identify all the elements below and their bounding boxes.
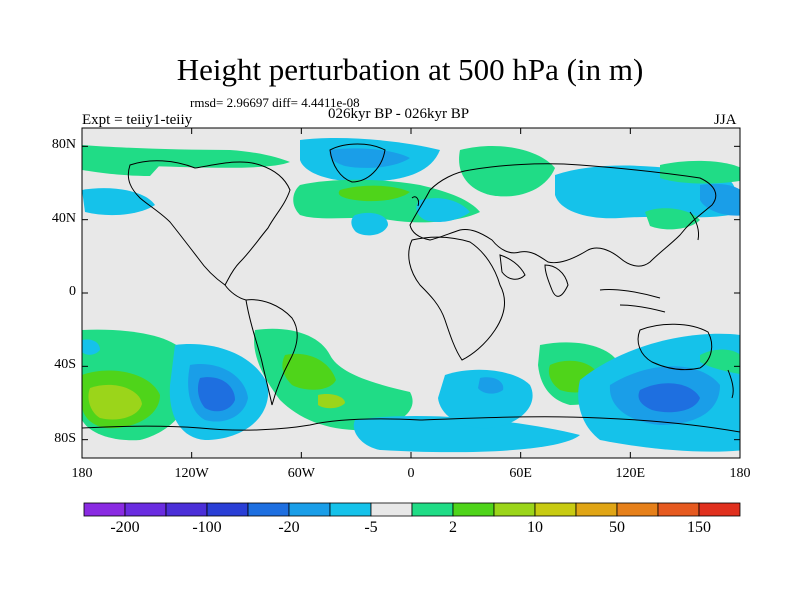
colorbar-swatch: [575, 502, 618, 517]
lon-tick-label: 120W: [174, 466, 209, 481]
plot-title: Height perturbation at 500 hPa (in m): [176, 52, 644, 87]
season-label: JJA: [714, 112, 737, 128]
colorbar-label: 50: [609, 519, 625, 536]
lon-tick-label: 60W: [287, 466, 315, 481]
coastline-central-america: [224, 284, 247, 301]
contour-west-pacific-positive: [645, 208, 700, 230]
contour-arctic-core: [329, 148, 410, 168]
lat-tick-label: 40N: [51, 210, 76, 226]
colorbar-swatch: [288, 502, 331, 517]
lon-tick-label: 0: [407, 466, 415, 481]
coastline-australia: [637, 323, 713, 371]
contour-south-indian-mid: [478, 377, 504, 394]
colorbar-swatch: [124, 502, 167, 517]
colorbar-swatch: [329, 502, 372, 517]
coastline-antarctica: [82, 416, 740, 433]
lon-tick-label: 180: [729, 466, 751, 481]
coastline-north-america: [127, 160, 291, 286]
lat-tick-label: 80N: [51, 137, 76, 153]
contour-south-pacific-core: [88, 384, 142, 420]
colorbar-swatch: [370, 502, 413, 517]
coastline-india: [544, 264, 569, 297]
contour-north-atlantic-core: [338, 185, 410, 202]
lat-tick-label: 0: [69, 284, 76, 299]
colorbar-label: -20: [278, 519, 300, 536]
lon-tick-label: 120E: [615, 466, 646, 481]
colorbar-label: 2: [449, 519, 457, 536]
contour-north-pacific-positive: [82, 155, 160, 176]
lon-tick-label: 180: [71, 466, 93, 481]
colorbar-swatch: [411, 502, 454, 517]
colorbar-label: 10: [527, 519, 543, 536]
lat-tick-label: 80S: [54, 430, 76, 446]
coastline-new-zealand: [727, 369, 734, 399]
contour-south-america-mid: [282, 353, 336, 390]
coastline-south-america: [245, 299, 298, 406]
colorbar-swatch: [493, 502, 536, 517]
coastlines: [82, 143, 740, 433]
contour-antarctic-west-negative: [353, 415, 580, 453]
contour-southern-ocean-core: [638, 383, 700, 413]
colorbar-swatch: [247, 502, 290, 517]
coastline-indonesia: [599, 289, 666, 313]
colorbar-label: 150: [687, 519, 711, 536]
colorbar-label: -5: [364, 519, 378, 536]
contour-southeast-pacific-core: [197, 377, 235, 412]
contour-south-indian-negative: [438, 369, 533, 429]
anomaly-contours: [82, 138, 740, 453]
coastline-africa: [408, 236, 506, 361]
coastline-japan: [689, 211, 699, 241]
coastline-greenland: [329, 143, 386, 183]
period-label: 026kyr BP - 026kyr BP: [328, 106, 470, 122]
colorbar: [83, 502, 741, 517]
colorbar-swatch: [206, 502, 249, 517]
contour-eurasia-positive: [459, 146, 555, 197]
lon-tick-label: 60E: [509, 466, 532, 481]
colorbar-swatch: [165, 502, 208, 517]
contour-southwest-pacific-negative: [82, 339, 100, 355]
colorbar-swatch: [698, 502, 741, 517]
coastline-arabia: [499, 254, 526, 280]
contour-south-atlantic-core: [318, 393, 345, 409]
contour-northeast-pacific-negative: [700, 183, 740, 216]
colorbar-label: -200: [110, 519, 140, 536]
contour-northwest-pacific-positive: [660, 160, 740, 184]
lat-tick-label: 40S: [54, 357, 76, 373]
colorbar-label: -100: [192, 519, 222, 536]
colorbar-swatch: [534, 502, 577, 517]
stats-line: rmsd= 2.96697 diff= 4.4411e-08: [190, 95, 360, 110]
coastline-eurasia: [409, 163, 717, 267]
colorbar-swatch: [657, 502, 700, 517]
colorbar-swatch: [83, 502, 126, 517]
contour-europe-negative: [416, 198, 470, 223]
contour-mid-atlantic-negative: [351, 212, 388, 236]
coastline-uk: [411, 196, 419, 207]
axis-ticks: [81, 128, 741, 458]
colorbar-swatch: [452, 502, 495, 517]
experiment-label: Expt = teiiy1-teiiy: [82, 112, 193, 128]
colorbar-swatch: [616, 502, 659, 517]
